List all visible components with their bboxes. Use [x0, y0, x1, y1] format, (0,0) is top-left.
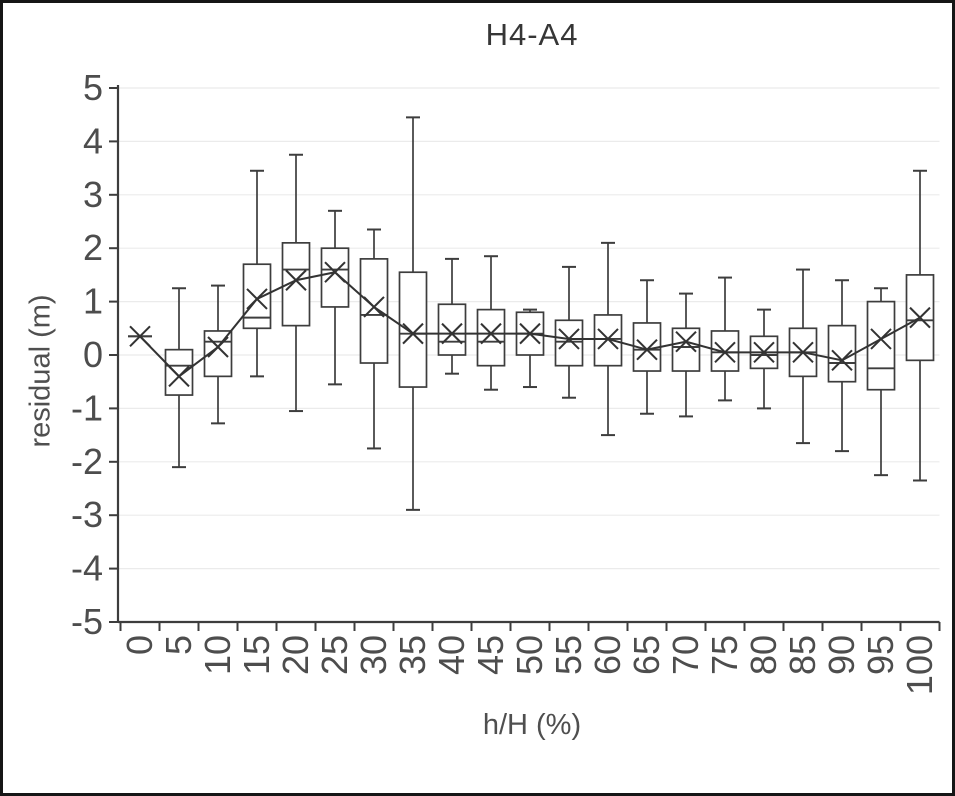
- mean-x-marker: [831, 349, 853, 372]
- mean-x-marker: [714, 341, 736, 364]
- mean-x-marker: [909, 306, 931, 329]
- x-tick-label: 20: [275, 635, 316, 675]
- axes: -5-4-3-2-1012345051015202530354045505560…: [71, 67, 941, 695]
- mean-x-marker: [441, 322, 463, 345]
- box-group-35: [398, 116, 428, 511]
- y-tick-label: 2: [83, 227, 103, 268]
- box-group-45: [476, 255, 506, 391]
- x-tick-label: 45: [470, 635, 511, 675]
- box-group-80: [749, 308, 779, 410]
- mean-markers: [129, 261, 931, 388]
- y-tick-label: -5: [71, 601, 103, 642]
- x-tick-label: 65: [626, 635, 667, 675]
- box-group-50: [515, 308, 545, 389]
- iqr-box: [476, 308, 506, 367]
- x-tick-label: 100: [899, 635, 940, 695]
- mean-x-marker: [636, 338, 658, 361]
- iqr-box: [164, 348, 194, 396]
- box-group-85: [788, 268, 818, 445]
- chart-title: H4-A4: [485, 17, 579, 52]
- mean-x-marker: [285, 269, 307, 291]
- iqr-box: [866, 300, 896, 391]
- mean-x-marker: [363, 296, 385, 318]
- x-tick-label: 15: [236, 635, 277, 675]
- iqr-box: [437, 303, 467, 356]
- y-tick-label: 4: [83, 120, 103, 161]
- x-tick-label: 5: [158, 635, 199, 655]
- x-tick-label: 10: [197, 635, 238, 675]
- box-group-95: [866, 287, 896, 477]
- iqr-box: [827, 324, 857, 383]
- box-group-90: [827, 279, 857, 453]
- iqr-box: [398, 271, 428, 388]
- mean-x-marker: [675, 330, 697, 353]
- x-tick-label: 70: [665, 635, 706, 675]
- box-group-15: [242, 169, 272, 378]
- y-tick-label: 5: [83, 67, 103, 108]
- iqr-box: [554, 319, 584, 367]
- mean-x-marker: [558, 328, 580, 350]
- box-group-5: [164, 287, 194, 469]
- mean-x-marker: [870, 328, 892, 350]
- x-tick-label: 30: [353, 635, 394, 675]
- iqr-box: [359, 258, 389, 364]
- x-tick-label: 80: [743, 635, 784, 675]
- mean-x-marker: [480, 322, 502, 345]
- box-group-20: [281, 153, 311, 413]
- y-tick-label: -1: [71, 387, 103, 428]
- y-tick-label: -4: [71, 548, 103, 589]
- mean-x-marker: [753, 341, 775, 364]
- x-tick-label: 75: [704, 635, 745, 675]
- y-tick-label: -2: [71, 441, 103, 482]
- mean-x-marker: [402, 322, 424, 345]
- x-tick-label: 95: [860, 635, 901, 675]
- mean-x-marker: [246, 288, 268, 310]
- x-tick-label: 55: [548, 635, 589, 675]
- mean-x-marker: [792, 341, 814, 364]
- x-tick-label: 60: [587, 635, 628, 675]
- x-tick-label: 40: [431, 635, 472, 675]
- x-tick-label: 25: [314, 635, 355, 675]
- box-group-100: [905, 169, 935, 482]
- x-tick-label: 85: [782, 635, 823, 675]
- boxes: [128, 116, 935, 511]
- mean-x-marker: [519, 322, 541, 345]
- y-tick-label: 0: [83, 334, 103, 375]
- mean-x-marker: [207, 336, 229, 358]
- box-group-30: [359, 228, 389, 450]
- mean-x-marker: [597, 328, 619, 350]
- box-group-40: [437, 257, 467, 375]
- x-tick-label: 90: [821, 635, 862, 675]
- x-tick-label: 50: [509, 635, 550, 675]
- x-tick-label: 0: [119, 635, 160, 655]
- iqr-box: [320, 247, 350, 308]
- y-tick-label: -3: [71, 494, 103, 535]
- boxplot-canvas: -5-4-3-2-1012345051015202530354045505560…: [71, 67, 941, 695]
- x-tick-label: 35: [392, 635, 433, 675]
- iqr-box: [671, 327, 701, 372]
- x-axis-title: h/H (%): [482, 709, 582, 741]
- mean-x-marker: [129, 325, 151, 348]
- iqr-box: [242, 263, 272, 330]
- box-group-70: [671, 292, 701, 418]
- y-tick-label: 3: [83, 174, 103, 215]
- box-group-25: [320, 209, 350, 386]
- mean-x-marker: [168, 365, 190, 388]
- box-group-75: [710, 276, 740, 402]
- y-tick-label: 1: [83, 281, 103, 322]
- mean-x-marker: [324, 261, 346, 283]
- box-group-55: [554, 265, 584, 399]
